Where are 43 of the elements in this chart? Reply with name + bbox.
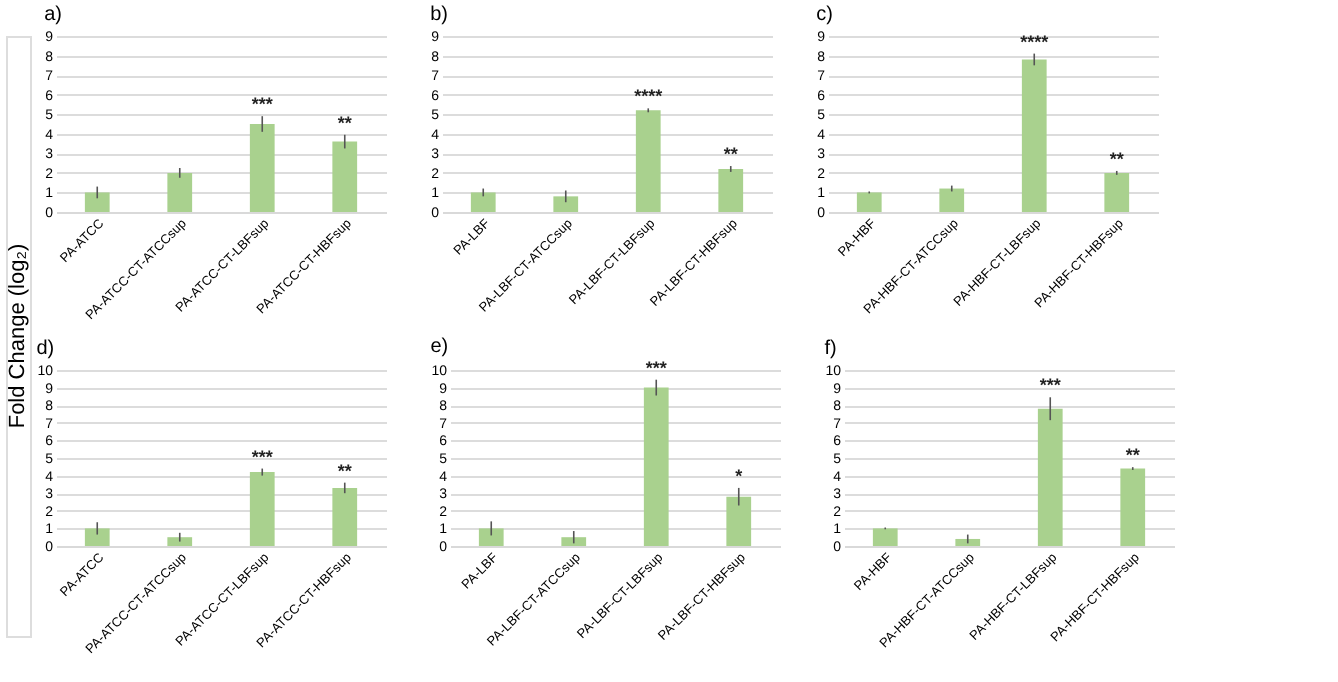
bar [955,538,981,546]
bar [167,537,193,546]
bar [718,168,744,212]
bar [1037,408,1063,546]
annotation: *** [251,446,274,467]
bar [249,124,275,212]
chart-title: f) [824,338,837,360]
chart-title: c) [816,4,833,26]
annotation: **** [634,86,664,107]
bar [856,192,882,212]
annotation: ** [1109,148,1125,169]
bar [84,192,110,212]
annotation: *** [251,94,274,115]
bar [635,110,661,212]
annotation: ** [337,460,353,481]
annotation: ** [337,112,353,133]
bar [939,188,965,212]
bar [553,196,579,212]
bar [872,528,898,546]
bar [332,141,358,212]
bar [726,496,752,546]
annotation: * [735,465,744,486]
bar [1021,59,1047,212]
bar [249,472,275,546]
bar [643,387,669,546]
bar [332,487,358,546]
annotation: **** [1020,31,1050,52]
annotation: *** [1039,375,1062,396]
bar [1120,468,1146,546]
chart-title: d) [36,338,55,360]
bar [167,172,193,212]
bar [561,537,587,546]
annotation: *** [645,357,668,378]
bar [84,528,110,546]
annotation: ** [1125,445,1141,466]
chart-title: e) [430,335,449,358]
chart-title: b) [430,4,449,26]
y-axis-title: Fold Change (log₂) [6,243,30,429]
bar [470,192,496,212]
bar [1104,172,1130,212]
bar [478,528,504,546]
chart-title: a) [44,4,63,26]
annotation: ** [723,144,739,165]
